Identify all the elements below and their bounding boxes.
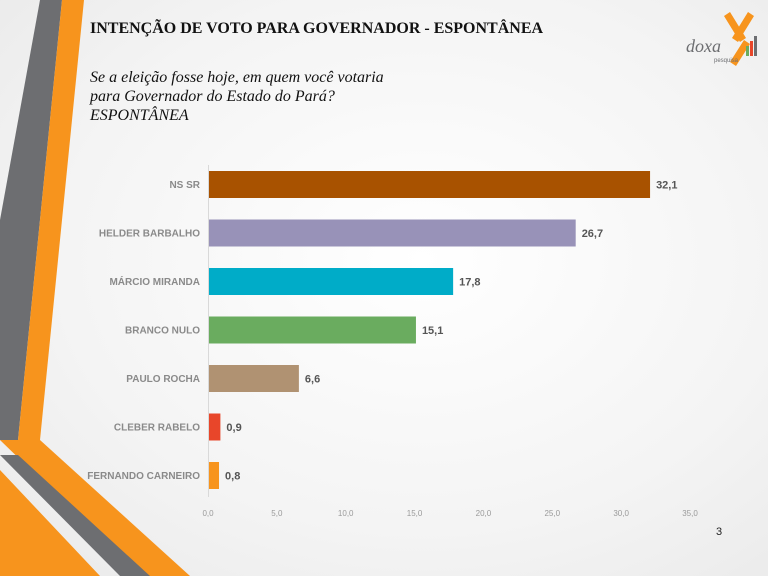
- x-tick-label: 35,0: [682, 509, 698, 518]
- x-tick-label: 10,0: [338, 509, 354, 518]
- bar-2: [209, 268, 454, 295]
- question-text: Se a eleição fosse hoje, em quem você vo…: [90, 69, 384, 124]
- value-label: 0,9: [226, 422, 241, 434]
- svg-text:pesquisa: pesquisa: [714, 58, 739, 64]
- x-tick-label: 20,0: [476, 509, 492, 518]
- category-label: NS SR: [169, 180, 200, 191]
- category-label: CLEBER RABELO: [114, 423, 200, 434]
- svg-text:doxa: doxa: [686, 36, 721, 56]
- category-label: MÁRCIO MIRANDA: [109, 275, 200, 288]
- category-label: HELDER BARBALHO: [99, 229, 200, 240]
- x-axis-ticks: 0,0 5,0 10,0 15,0 20,0 25,0 30,0 35,0: [202, 509, 698, 518]
- value-label: 15,1: [422, 325, 443, 337]
- x-tick-label: 30,0: [613, 509, 629, 518]
- category-label: PAULO ROCHA: [126, 374, 200, 385]
- bar-3: [209, 316, 416, 344]
- x-tick-label: 5,0: [271, 509, 283, 518]
- bar-5: [209, 413, 221, 441]
- bars: [208, 165, 651, 497]
- value-label: 17,8: [459, 277, 480, 289]
- category-labels: NS SR HELDER BARBALHO MÁRCIO MIRANDA BRANCO…: [87, 180, 201, 482]
- bar-6: [209, 462, 220, 489]
- page-title: INTENÇÃO DE VOTO PARA GOVERNADOR - ESPON…: [90, 20, 544, 37]
- value-label: 0,8: [225, 471, 240, 483]
- category-label: FERNANDO CARNEIRO: [87, 471, 200, 482]
- bar-0: [209, 171, 651, 198]
- bar-4: [209, 365, 299, 392]
- value-label: 6,6: [305, 374, 320, 386]
- x-tick-label: 15,0: [407, 509, 423, 518]
- page-number: 3: [716, 526, 723, 538]
- x-tick-label: 0,0: [202, 509, 214, 518]
- bar-1: [209, 219, 576, 247]
- value-label: 26,7: [582, 228, 603, 240]
- doxa-logo: doxa pesquisa: [686, 12, 757, 66]
- value-labels: 32,1 26,7 17,8 15,1 6,6 0,9 0,8: [225, 180, 677, 483]
- category-label: BRANCO NULO: [125, 326, 200, 337]
- value-label: 32,1: [656, 180, 677, 192]
- x-tick-label: 25,0: [544, 509, 560, 518]
